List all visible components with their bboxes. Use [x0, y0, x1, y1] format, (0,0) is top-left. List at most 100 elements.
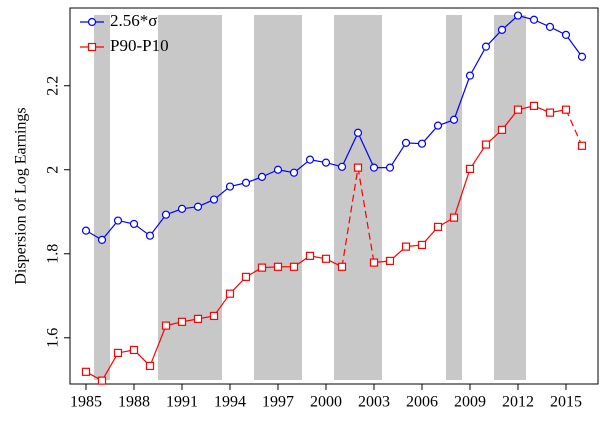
marker: [385, 256, 395, 266]
marker: [145, 231, 155, 240]
marker: [321, 254, 331, 263]
marker: [273, 262, 283, 271]
marker: [161, 321, 171, 330]
marker: [481, 140, 491, 149]
legend-label: 2.56*σ: [110, 11, 157, 30]
y-tick-label: 2.2: [45, 76, 62, 96]
marker: [545, 108, 555, 117]
series-segment: [357, 167, 375, 263]
marker: [337, 262, 347, 271]
marker: [561, 30, 571, 39]
x-tick-label: 1985: [70, 394, 102, 411]
series-segment: [101, 220, 119, 241]
marker: [401, 138, 411, 147]
marker: [369, 258, 379, 267]
marker: [417, 240, 427, 250]
marker: [289, 262, 299, 271]
marker: [225, 182, 235, 191]
shaded-region: [334, 15, 382, 380]
marker: [305, 155, 315, 164]
marker: [465, 164, 475, 174]
x-tick-label: 2003: [358, 394, 390, 411]
marker: [545, 22, 555, 32]
series-segment: [341, 167, 359, 267]
x-tick-label: 1994: [214, 394, 246, 411]
x-tick-label: 1988: [118, 394, 150, 411]
marker: [401, 242, 411, 251]
marker: [577, 141, 587, 150]
series-segment: [565, 109, 583, 147]
marker: [161, 210, 171, 219]
marker: [241, 178, 251, 187]
marker: [81, 226, 91, 235]
legend-marker: [87, 42, 97, 52]
marker: [113, 216, 123, 225]
legend-marker: [87, 17, 97, 27]
marker: [81, 367, 91, 376]
series-segment: [341, 132, 359, 168]
shaded-region: [254, 15, 302, 380]
marker: [385, 163, 395, 172]
marker: [353, 128, 363, 137]
marker: [465, 71, 475, 80]
series-segment: [149, 214, 167, 237]
marker: [433, 121, 443, 130]
marker: [337, 162, 347, 171]
marker: [289, 168, 299, 177]
x-tick-label: 2000: [310, 394, 342, 411]
marker: [273, 165, 283, 174]
y-axis-title: Dispersion of Log Earnings: [13, 107, 30, 284]
marker: [113, 348, 123, 358]
series-segment: [469, 46, 487, 76]
legend-label: P90-P10: [110, 36, 169, 55]
series-segment: [453, 75, 471, 120]
series-segment: [357, 132, 375, 168]
marker: [209, 195, 219, 204]
marker: [145, 361, 155, 371]
marker: [577, 52, 587, 61]
marker: [193, 314, 203, 323]
marker: [177, 317, 187, 326]
marker: [257, 172, 267, 181]
marker: [129, 219, 139, 229]
marker: [97, 376, 107, 385]
marker: [497, 25, 507, 34]
marker: [177, 204, 187, 213]
marker: [209, 311, 219, 321]
marker: [497, 125, 507, 134]
series-segment: [453, 168, 471, 218]
marker: [513, 105, 523, 114]
marker: [225, 289, 235, 298]
x-tick-label: 1997: [262, 394, 294, 411]
marker: [97, 235, 107, 245]
marker: [193, 202, 203, 211]
marker: [513, 11, 523, 20]
shaded-region: [94, 15, 110, 380]
series-segment: [101, 352, 119, 381]
series-segment: [389, 142, 407, 168]
y-tick-label: 1.6: [45, 328, 62, 348]
x-tick-label: 2006: [406, 394, 438, 411]
marker: [449, 115, 459, 124]
marker: [449, 213, 459, 222]
x-tick-label: 2009: [454, 394, 486, 411]
marker: [305, 251, 315, 260]
x-tick-label: 2015: [550, 394, 582, 411]
y-tick-label: 1.8: [45, 244, 62, 264]
series-segment: [565, 34, 583, 58]
shaded-region: [494, 15, 526, 380]
marker: [353, 163, 363, 172]
series-segment: [149, 325, 167, 367]
x-tick-label: 1991: [166, 394, 198, 411]
marker: [321, 158, 331, 167]
shaded-region: [446, 15, 462, 380]
marker: [529, 101, 539, 110]
marker: [369, 163, 379, 172]
marker: [481, 42, 491, 51]
y-tick-label: 2: [45, 166, 62, 174]
marker: [561, 105, 571, 114]
marker: [257, 263, 267, 272]
plot-frame: [69, 7, 599, 385]
x-tick-label: 2012: [502, 394, 534, 411]
